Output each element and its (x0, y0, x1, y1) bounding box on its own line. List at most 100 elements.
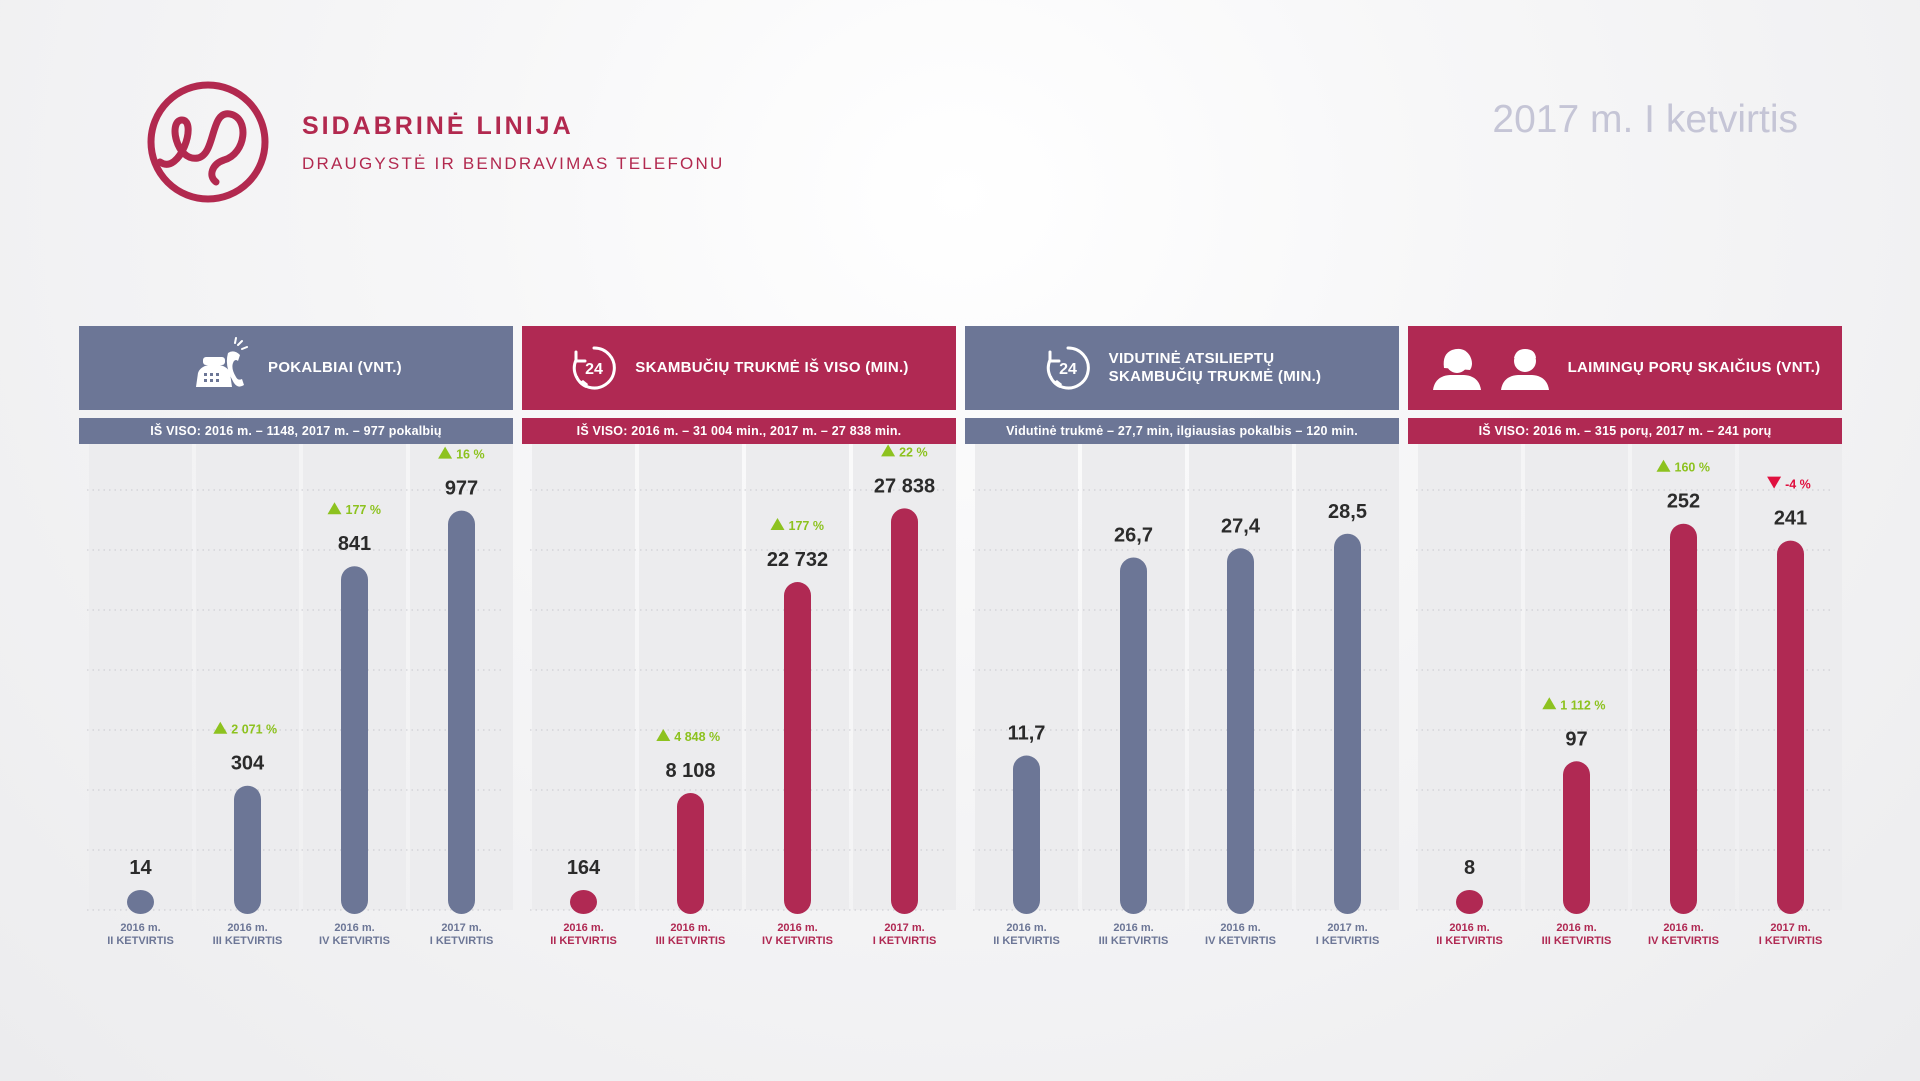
category-label: 2016 m. (1006, 922, 1046, 934)
change-label: 177 % (789, 519, 824, 533)
change-arrow-up-icon (327, 502, 342, 515)
man-icon (1500, 349, 1549, 390)
phone-24-icon: 24 (573, 346, 617, 390)
svg-text:24: 24 (1059, 361, 1077, 378)
change-label: -4 % (1785, 478, 1811, 492)
bar (1334, 533, 1361, 914)
category-label: IV KETVIRTIS (1648, 935, 1719, 947)
bar (448, 510, 475, 914)
panel-total: Vidutinė trukmė – 27,7 min, ilgiausias p… (965, 418, 1399, 444)
category-label: 2016 m. (1663, 922, 1703, 934)
panel-total: IŠ VISO: 2016 m. – 31 004 min., 2017 m. … (522, 418, 956, 444)
panel-total: IŠ VISO: 2016 m. – 1148, 2017 m. – 977 p… (79, 418, 513, 444)
value-label: 27,4 (1221, 515, 1261, 537)
category-label: II KETVIRTIS (1436, 935, 1503, 947)
value-label: 22 732 (767, 549, 828, 571)
value-label: 304 (231, 753, 265, 775)
category-label: 2017 m. (1770, 922, 1810, 934)
bar (234, 785, 261, 914)
category-label: I KETVIRTIS (1759, 935, 1823, 947)
bar (1456, 890, 1483, 914)
change-label: 2 071 % (231, 723, 277, 737)
panel-header: POKALBIAI (VNT.) (79, 326, 513, 410)
value-label: 241 (1774, 508, 1807, 530)
bar (1563, 761, 1590, 914)
category-label: IV KETVIRTIS (762, 935, 833, 947)
value-label: 11,7 (1008, 723, 1046, 745)
category-label: 2016 m. (777, 922, 817, 934)
category-label: 2017 m. (884, 922, 924, 934)
category-label: II KETVIRTIS (993, 935, 1060, 947)
category-label: 2017 m. (441, 922, 481, 934)
category-label: 2016 m. (563, 922, 603, 934)
change-arrow-down-icon (1767, 476, 1782, 489)
telephone-icon (196, 337, 249, 387)
bar (677, 793, 704, 914)
value-label: 97 (1565, 728, 1587, 750)
bar (1120, 557, 1147, 914)
people-icon (1430, 346, 1552, 390)
period-title: 2017 m. I ketvirtis (1492, 98, 1798, 141)
bar (341, 566, 368, 914)
change-arrow-up-icon (1656, 459, 1671, 472)
panel-title: LAIMINGŲ PORŲ SKAIČIUS (VNT.) (1567, 359, 1821, 376)
bar (1670, 523, 1697, 914)
change-arrow-up-icon (656, 729, 671, 742)
bar (891, 508, 918, 914)
panel-title: SKAMBUČIŲ TRUKMĖ IŠ VISO (MIN.) (635, 359, 909, 376)
panel-average: 24 VIDUTINĖ ATSILIEPTŲ SKAMBUČIŲ TRUKMĖ … (965, 326, 1399, 996)
panel-calls: POKALBIAI (VNT.) IŠ VISO: 2016 m. – 1148… (79, 326, 513, 996)
value-label: 252 (1667, 491, 1700, 513)
panel-couples: LAIMINGŲ PORŲ SKAIČIUS (VNT.) IŠ VISO: 2… (1408, 326, 1842, 996)
value-label: 164 (567, 857, 601, 879)
bar (127, 890, 154, 914)
value-label: 28,5 (1328, 501, 1367, 523)
value-label: 8 (1464, 857, 1475, 879)
panel-duration: 24 SKAMBUČIŲ TRUKMĖ IŠ VISO (MIN.) IŠ VI… (522, 326, 956, 996)
change-label: 177 % (346, 503, 381, 517)
value-label: 14 (129, 857, 152, 879)
category-label: 2016 m. (227, 922, 267, 934)
change-label: 160 % (1675, 461, 1710, 475)
category-label: 2016 m. (334, 922, 374, 934)
svg-text:24: 24 (585, 361, 603, 378)
value-label: 27 838 (874, 475, 935, 497)
panel-title: POKALBIAI (VNT.) (268, 359, 402, 376)
category-label: IV KETVIRTIS (1205, 935, 1276, 947)
change-label: 4 848 % (674, 730, 720, 744)
bar (1013, 755, 1040, 914)
change-label: 22 % (899, 445, 928, 459)
change-label: 1 112 % (1560, 698, 1605, 712)
column-background (532, 444, 635, 910)
phone-24-icon: 24 (1046, 346, 1090, 390)
category-label: III KETVIRTIS (213, 935, 283, 947)
bar (1227, 548, 1254, 914)
category-label: 2016 m. (1220, 922, 1260, 934)
value-label: 841 (338, 533, 371, 555)
category-label: 2016 m. (670, 922, 710, 934)
category-label: 2016 m. (1556, 922, 1596, 934)
change-arrow-up-icon (1542, 697, 1557, 710)
bar (570, 890, 597, 914)
bar (784, 582, 811, 914)
category-label: I KETVIRTIS (1316, 935, 1380, 947)
change-arrow-up-icon (438, 446, 453, 459)
column-background (1418, 444, 1521, 910)
category-label: III KETVIRTIS (656, 935, 726, 947)
category-label: I KETVIRTIS (430, 935, 494, 947)
category-label: II KETVIRTIS (107, 935, 174, 947)
column-background (89, 444, 192, 910)
category-label: III KETVIRTIS (1542, 935, 1612, 947)
value-label: 977 (445, 478, 478, 500)
brand-logo (147, 81, 269, 203)
change-arrow-up-icon (213, 721, 228, 734)
panel-total: IŠ VISO: 2016 m. – 315 porų, 2017 m. – 2… (1408, 418, 1842, 444)
woman-icon (1432, 348, 1481, 390)
change-arrow-up-icon (881, 444, 896, 457)
brand-name: SIDABRINĖ LINIJA (302, 112, 574, 140)
category-label: II KETVIRTIS (550, 935, 617, 947)
panel-header: 24 SKAMBUČIŲ TRUKMĖ IŠ VISO (MIN.) (522, 326, 956, 410)
